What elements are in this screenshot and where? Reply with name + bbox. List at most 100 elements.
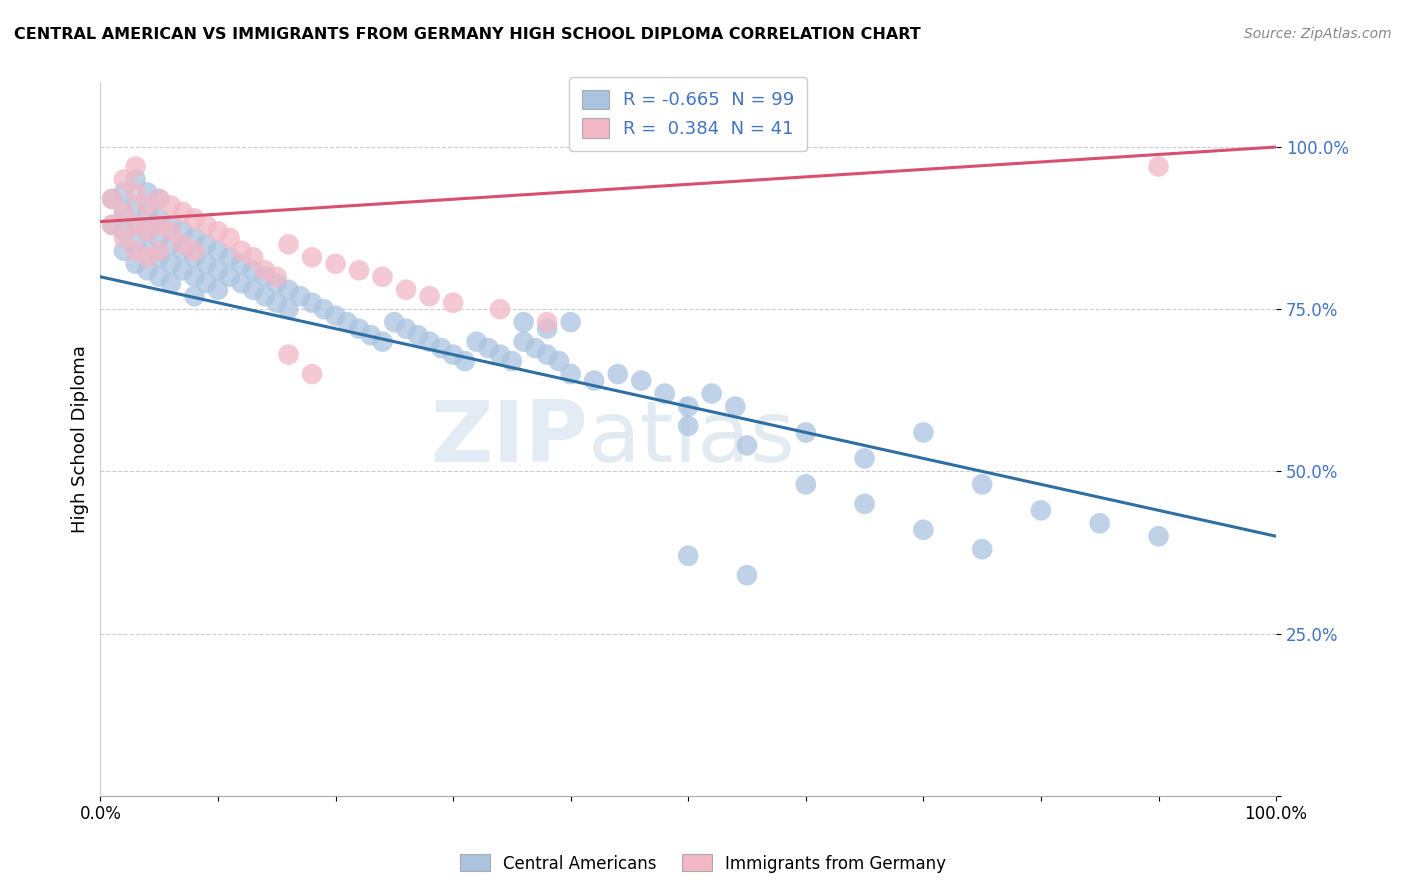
Point: [136, 205, 159, 219]
Point: [160, 257, 183, 271]
Point: [853, 497, 876, 511]
Point: [160, 237, 183, 252]
Point: [700, 386, 723, 401]
Y-axis label: High School Diploma: High School Diploma: [72, 345, 89, 533]
Point: [124, 257, 146, 271]
Point: [735, 438, 758, 452]
Point: [148, 211, 170, 226]
Point: [112, 186, 135, 200]
Point: [124, 186, 146, 200]
Point: [395, 283, 418, 297]
Point: [183, 244, 205, 258]
Point: [654, 386, 676, 401]
Point: [454, 354, 477, 368]
Point: [853, 451, 876, 466]
Point: [242, 263, 264, 277]
Point: [325, 309, 347, 323]
Text: Source: ZipAtlas.com: Source: ZipAtlas.com: [1244, 27, 1392, 41]
Point: [172, 244, 194, 258]
Point: [195, 218, 218, 232]
Point: [124, 198, 146, 212]
Text: CENTRAL AMERICAN VS IMMIGRANTS FROM GERMANY HIGH SCHOOL DIPLOMA CORRELATION CHAR: CENTRAL AMERICAN VS IMMIGRANTS FROM GERM…: [14, 27, 921, 42]
Point: [112, 205, 135, 219]
Point: [183, 250, 205, 264]
Point: [112, 231, 135, 245]
Point: [148, 192, 170, 206]
Point: [301, 250, 323, 264]
Point: [160, 277, 183, 291]
Point: [112, 244, 135, 258]
Point: [536, 321, 558, 335]
Point: [336, 315, 359, 329]
Point: [489, 348, 512, 362]
Point: [101, 218, 124, 232]
Point: [183, 231, 205, 245]
Point: [290, 289, 312, 303]
Point: [266, 269, 288, 284]
Point: [253, 269, 276, 284]
Point: [124, 218, 146, 232]
Point: [101, 218, 124, 232]
Point: [242, 250, 264, 264]
Point: [406, 328, 429, 343]
Point: [183, 289, 205, 303]
Point: [207, 283, 229, 297]
Point: [136, 263, 159, 277]
Point: [218, 250, 240, 264]
Point: [676, 549, 699, 563]
Point: [347, 321, 370, 335]
Point: [419, 334, 441, 349]
Point: [112, 224, 135, 238]
Point: [136, 186, 159, 200]
Point: [207, 244, 229, 258]
Point: [430, 341, 453, 355]
Point: [360, 328, 382, 343]
Point: [136, 250, 159, 264]
Point: [148, 244, 170, 258]
Point: [101, 192, 124, 206]
Point: [560, 367, 582, 381]
Point: [136, 224, 159, 238]
Point: [477, 341, 499, 355]
Point: [148, 231, 170, 245]
Point: [735, 568, 758, 582]
Point: [136, 224, 159, 238]
Point: [371, 334, 394, 349]
Point: [160, 218, 183, 232]
Point: [253, 263, 276, 277]
Point: [195, 277, 218, 291]
Point: [524, 341, 547, 355]
Point: [1029, 503, 1052, 517]
Point: [347, 263, 370, 277]
Point: [195, 237, 218, 252]
Point: [972, 477, 994, 491]
Point: [277, 237, 299, 252]
Point: [148, 250, 170, 264]
Point: [548, 354, 571, 368]
Point: [301, 295, 323, 310]
Point: [148, 192, 170, 206]
Point: [441, 295, 464, 310]
Point: [124, 172, 146, 186]
Point: [441, 348, 464, 362]
Point: [676, 419, 699, 434]
Point: [231, 244, 253, 258]
Point: [1147, 160, 1170, 174]
Point: [136, 198, 159, 212]
Point: [148, 218, 170, 232]
Point: [512, 315, 534, 329]
Point: [207, 263, 229, 277]
Point: [1147, 529, 1170, 543]
Point: [124, 160, 146, 174]
Point: [560, 315, 582, 329]
Point: [419, 289, 441, 303]
Point: [489, 302, 512, 317]
Point: [724, 400, 747, 414]
Point: [972, 542, 994, 557]
Point: [172, 224, 194, 238]
Point: [124, 218, 146, 232]
Point: [172, 263, 194, 277]
Point: [160, 198, 183, 212]
Point: [512, 334, 534, 349]
Point: [583, 374, 606, 388]
